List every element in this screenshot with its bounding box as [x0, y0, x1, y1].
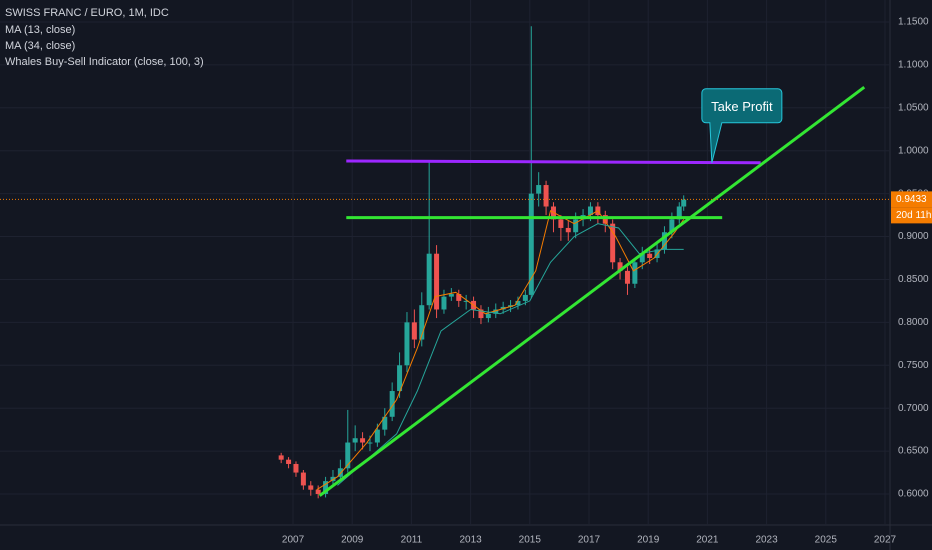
drawn-line	[346, 159, 761, 165]
candle-body	[624, 270, 630, 284]
callout-text: Take Profit	[711, 99, 773, 114]
candle-body	[493, 309, 499, 314]
last-price-box	[891, 191, 932, 208]
candle-body	[610, 223, 616, 263]
candle-body	[528, 193, 534, 295]
candle-body	[448, 294, 454, 297]
y-tick-label: 0.8500	[898, 274, 929, 285]
x-tick-label: 2017	[578, 535, 601, 546]
candle-body	[323, 481, 329, 495]
candle-body	[676, 206, 682, 220]
y-tick-label: 1.0000	[898, 145, 929, 156]
chart-title: SWISS FRANC / EURO, 1M, IDC	[5, 7, 169, 19]
indicator-label: Whales Buy-Sell Indicator (close, 100, 3…	[5, 56, 204, 68]
candle-body	[647, 253, 653, 258]
candle-body	[632, 262, 638, 284]
y-tick-label: 0.9000	[898, 231, 929, 242]
candle-body	[565, 227, 571, 233]
candle-body	[330, 476, 336, 482]
last-price-label: 0.9433	[896, 194, 927, 205]
candle-body	[382, 416, 388, 430]
y-tick-label: 1.0500	[898, 102, 929, 113]
candle-body	[345, 442, 351, 469]
y-tick-label: 0.7500	[898, 360, 929, 371]
x-tick-label: 2019	[637, 535, 660, 546]
candle-body	[456, 294, 462, 301]
y-tick-label: 1.1500	[898, 17, 929, 28]
candle-body	[389, 391, 395, 417]
candle-body	[360, 438, 366, 443]
x-tick-label: 2011	[401, 535, 423, 546]
y-tick-label: 1.1000	[898, 60, 929, 71]
candle-body	[681, 199, 687, 207]
countdown-label: 20d 11h	[896, 210, 931, 221]
candle-body	[367, 442, 373, 444]
candle-body	[278, 455, 284, 460]
candle-body	[587, 206, 593, 216]
x-tick-label: 2015	[519, 535, 542, 546]
moving-average	[337, 223, 684, 486]
candle-body	[639, 253, 645, 263]
candle-body	[478, 309, 484, 319]
x-tick-label: 2021	[696, 535, 719, 546]
candle-body	[308, 485, 314, 490]
candle-body	[315, 489, 321, 495]
candle-body	[293, 463, 299, 473]
x-tick-label: 2023	[755, 535, 778, 546]
candle-body	[463, 300, 469, 302]
plot	[0, 0, 890, 525]
x-tick-label: 2027	[874, 535, 897, 546]
x-tick-label: 2013	[459, 535, 482, 546]
x-tick-label: 2025	[815, 535, 838, 546]
candle-body	[522, 294, 528, 301]
candle-body	[286, 459, 292, 464]
candle-body	[337, 468, 343, 477]
candle-body	[485, 313, 491, 319]
candle-body	[434, 253, 440, 310]
callout	[701, 88, 783, 163]
candle-body	[441, 296, 447, 310]
countdown-box	[891, 207, 932, 224]
x-tick-label: 2009	[341, 535, 364, 546]
candle-body	[411, 322, 417, 340]
candle-body	[352, 438, 358, 443]
candle-body	[543, 185, 549, 207]
candle-body	[419, 305, 425, 340]
y-tick-label: 0.8000	[898, 317, 929, 328]
candle-body	[397, 365, 403, 392]
candle-body	[617, 262, 623, 271]
y-tick-label: 0.7000	[898, 403, 929, 414]
indicator-label: MA (13, close)	[5, 24, 75, 36]
candle-body	[426, 253, 432, 306]
y-tick-label: 0.6500	[898, 446, 929, 457]
y-tick-label: 0.6000	[898, 489, 929, 500]
candle-body	[515, 300, 521, 306]
candle-body	[602, 215, 608, 224]
candle-body	[374, 429, 380, 443]
candle-body	[661, 232, 667, 250]
candle-body	[573, 219, 579, 233]
indicator-label: MA (34, close)	[5, 40, 75, 52]
candle-body	[404, 322, 410, 366]
drawn-line	[318, 85, 866, 497]
candle-body	[558, 219, 564, 228]
x-tick-label: 2007	[282, 535, 305, 546]
candle-body	[300, 472, 306, 486]
candle-body	[669, 219, 675, 233]
candle-body	[536, 185, 542, 194]
moving-average	[316, 210, 685, 491]
